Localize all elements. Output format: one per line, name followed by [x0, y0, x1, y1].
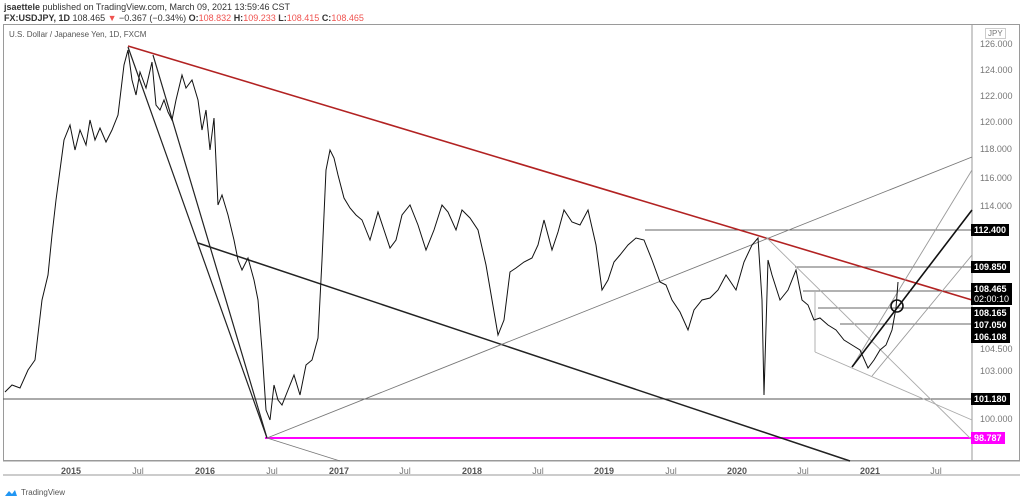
lower-trendline [197, 242, 851, 462]
low-value: 108.415 [286, 13, 320, 23]
y-tick: 120.000 [980, 117, 1013, 127]
x-tick: 2021 [859, 466, 881, 476]
x-tick: Jul [797, 466, 809, 476]
x-tick: Jul [132, 466, 144, 476]
symbol-label: FX:USDJPY, 1D [4, 13, 71, 23]
price-label-107050: 107.050 [971, 319, 1010, 331]
x-tick: Jul [399, 466, 411, 476]
chart-title: U.S. Dollar / Japanese Yen, 1D, FXCM [9, 30, 147, 39]
close-value: 108.465 [331, 13, 364, 23]
y-tick: 114.000 [980, 201, 1012, 211]
cloud-logo-icon [5, 490, 17, 496]
open-value: 108.832 [198, 13, 232, 23]
symbol-info: FX:USDJPY, 1D 108.465 ▼ −0.367 (−0.34%) … [4, 13, 364, 23]
x-tick: 2015 [60, 466, 82, 476]
price-label-109850: 109.850 [971, 261, 1010, 273]
y-tick: 104.500 [980, 344, 1013, 354]
down-arrow-icon: ▼ [107, 13, 117, 23]
price-change: −0.367 (−0.34%) [119, 13, 187, 23]
price-label-101180: 101.180 [971, 393, 1010, 405]
x-tick: 2020 [726, 466, 748, 476]
last-price: 108.465 [72, 13, 106, 23]
tradingview-logo[interactable]: TradingView [4, 488, 65, 497]
x-tick: 2018 [461, 466, 483, 476]
median-line [851, 209, 973, 368]
x-tick: Jul [930, 466, 942, 476]
published-text: published on TradingView.com, March 09, … [42, 2, 291, 12]
price-label-108165: 108.165 [971, 307, 1010, 319]
author-name[interactable]: jsaettele [4, 2, 41, 12]
y-tick: 124.000 [980, 65, 1013, 75]
price-label-112400: 112.400 [971, 224, 1010, 236]
countdown: 02:00:10 [974, 294, 1010, 304]
target-circle [890, 299, 904, 313]
y-tick: 126.000 [980, 39, 1013, 49]
x-tick: 2017 [328, 466, 350, 476]
y-tick: 103.000 [980, 366, 1013, 376]
y-tick: 122.000 [980, 91, 1013, 101]
x-tick: Jul [532, 466, 544, 476]
price-series [4, 49, 899, 421]
brand-name: TradingView [21, 488, 66, 497]
y-tick: 116.000 [980, 173, 1012, 183]
high-value: 109.233 [243, 13, 276, 23]
x-tick: 2019 [593, 466, 615, 476]
y-tick: 100.000 [980, 414, 1013, 424]
publish-info: jsaettele published on TradingView.com, … [4, 2, 290, 12]
price-label-106108: 106.108 [971, 331, 1010, 343]
price-label-98787: 98.787 [971, 432, 1005, 444]
resistance-trendline [127, 45, 973, 301]
x-tick: 2016 [194, 466, 216, 476]
currency-label: JPY [985, 28, 1006, 39]
x-tick: Jul [665, 466, 677, 476]
price-label-current: 108.465 02:00:10 [971, 283, 1013, 305]
x-tick: Jul [266, 466, 278, 476]
y-tick: 118.000 [980, 144, 1012, 154]
